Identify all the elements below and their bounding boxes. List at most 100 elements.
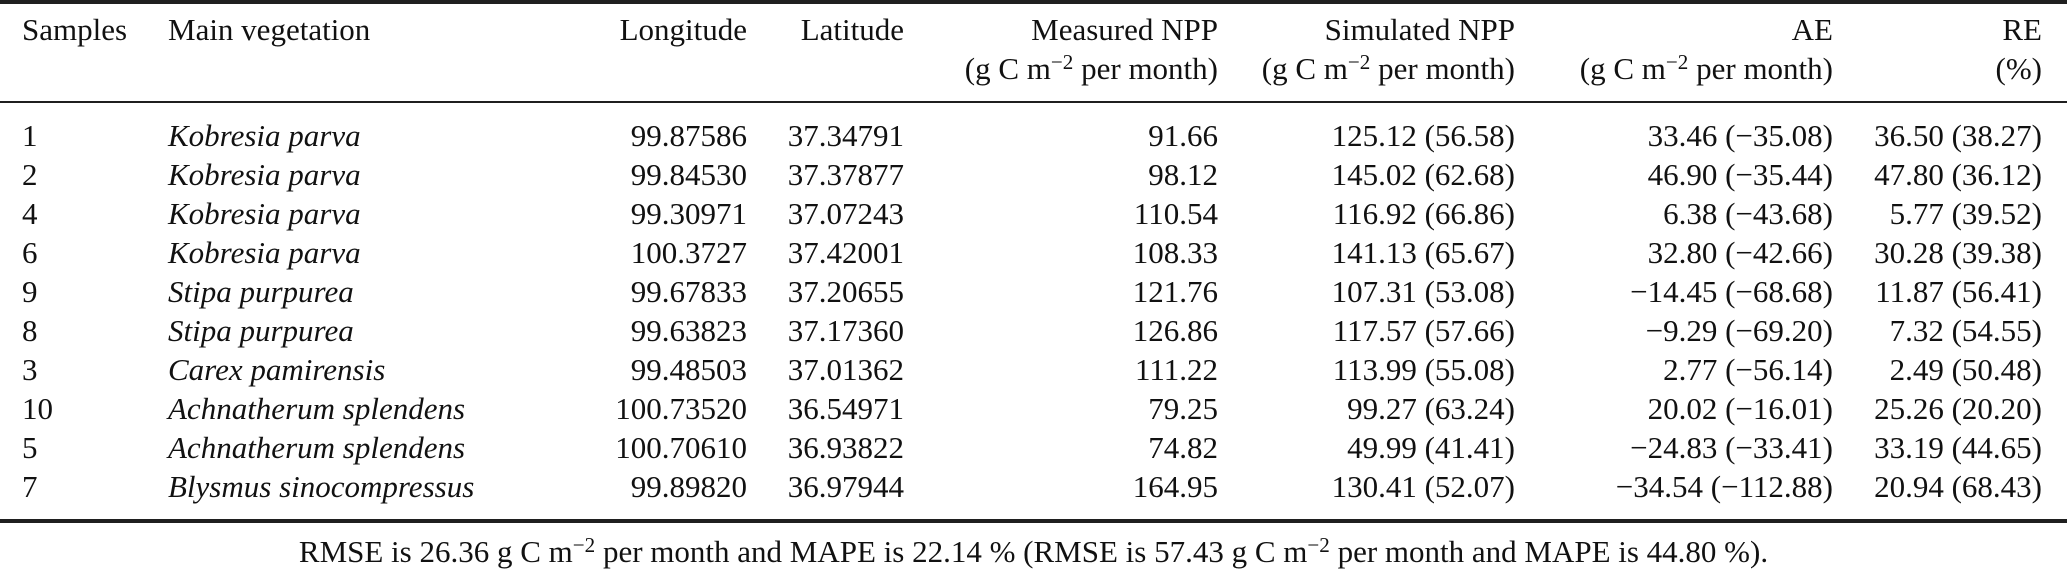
cell-longitude: 99.48503: [630, 352, 747, 387]
col-header-latitude-label: Latitude: [800, 12, 904, 47]
cell-simulated-npp: 116.92 (66.86): [1332, 196, 1515, 231]
cell-simulated-npp: 130.41 (52.07): [1331, 469, 1515, 504]
col-header-simulated-npp-units: (g C m−2 per month): [1261, 49, 1515, 86]
cell-sample: 7: [22, 469, 38, 504]
cell-latitude: 37.17360: [787, 313, 904, 348]
cell-sample: 3: [22, 352, 38, 387]
cell-longitude: 99.63823: [630, 313, 747, 348]
cell-simulated-npp: 117.57 (57.66): [1332, 313, 1515, 348]
cell-vegetation: Kobresia parva: [168, 196, 361, 231]
cell-ae: 33.46 (−35.08): [1647, 118, 1833, 153]
col-header-samples-label: Samples: [22, 12, 128, 47]
col-header-longitude-label: Longitude: [619, 12, 747, 47]
cell-simulated-npp: 145.02 (62.68): [1331, 157, 1515, 192]
header-row: Samples Main vegetation Longitude Latitu…: [0, 2, 2067, 103]
col-header-re-units: (%): [1995, 51, 2042, 86]
cell-longitude: 100.73520: [615, 391, 747, 426]
cell-sample: 2: [22, 157, 38, 192]
cell-ae: 46.90 (−35.44): [1647, 157, 1833, 192]
cell-longitude: 100.3727: [630, 235, 747, 270]
table-row: 2 Kobresia parva 99.84530 37.37877 98.12…: [0, 155, 2067, 194]
cell-longitude: 100.70610: [615, 430, 747, 465]
cell-latitude: 37.42001: [787, 235, 904, 270]
cell-vegetation: Kobresia parva: [168, 235, 361, 270]
cell-vegetation: Stipa purpurea: [168, 274, 354, 309]
cell-longitude: 99.89820: [630, 469, 747, 504]
cell-sample: 10: [22, 391, 53, 426]
cell-latitude: 36.93822: [787, 430, 904, 465]
cell-ae: 6.38 (−43.68): [1663, 196, 1833, 231]
table-row: 7 Blysmus sinocompressus 99.89820 36.979…: [0, 467, 2067, 521]
cell-re: 7.32 (54.55): [1889, 313, 2042, 348]
cell-vegetation: Carex pamirensis: [168, 352, 386, 387]
table-row: 4 Kobresia parva 99.30971 37.07243 110.5…: [0, 194, 2067, 233]
cell-re: 33.19 (44.65): [1874, 430, 2042, 465]
cell-vegetation: Stipa purpurea: [168, 313, 354, 348]
col-header-measured-npp: Measured NPP (g C m−2 per month): [904, 2, 1218, 103]
cell-simulated-npp: 125.12 (56.58): [1331, 118, 1515, 153]
cell-sample: 1: [22, 118, 38, 153]
cell-simulated-npp: 113.99 (55.08): [1332, 352, 1515, 387]
cell-re: 11.87 (56.41): [1875, 274, 2042, 309]
cell-measured-npp: 164.95: [1132, 469, 1218, 504]
cell-sample: 4: [22, 196, 38, 231]
cell-ae: −9.29 (−69.20): [1645, 313, 1833, 348]
table-row: 9 Stipa purpurea 99.67833 37.20655 121.7…: [0, 272, 2067, 311]
cell-simulated-npp: 107.31 (53.08): [1331, 274, 1515, 309]
cell-measured-npp: 74.82: [1148, 430, 1218, 465]
cell-sample: 6: [22, 235, 38, 270]
cell-longitude: 99.67833: [630, 274, 747, 309]
table-row: 8 Stipa purpurea 99.63823 37.17360 126.8…: [0, 311, 2067, 350]
cell-measured-npp: 110.54: [1133, 196, 1218, 231]
cell-simulated-npp: 49.99 (41.41): [1347, 430, 1515, 465]
cell-latitude: 37.07243: [787, 196, 904, 231]
col-header-latitude: Latitude: [747, 2, 904, 103]
cell-simulated-npp: 141.13 (65.67): [1331, 235, 1515, 270]
cell-latitude: 36.54971: [787, 391, 904, 426]
col-header-re: RE (%): [1833, 2, 2067, 103]
cell-re: 25.26 (20.20): [1874, 391, 2042, 426]
cell-re: 2.49 (50.48): [1889, 352, 2042, 387]
cell-measured-npp: 121.76: [1132, 274, 1218, 309]
cell-measured-npp: 108.33: [1132, 235, 1218, 270]
col-header-measured-npp-units: (g C m−2 per month): [964, 49, 1218, 86]
col-header-vegetation: Main vegetation: [168, 2, 588, 103]
col-header-simulated-npp-label: Simulated NPP: [1324, 12, 1515, 47]
cell-longitude: 99.30971: [630, 196, 747, 231]
cell-re: 47.80 (36.12): [1874, 157, 2042, 192]
cell-latitude: 37.20655: [787, 274, 904, 309]
cell-ae: 32.80 (−42.66): [1647, 235, 1833, 270]
col-header-longitude: Longitude: [588, 2, 747, 103]
cell-re: 20.94 (68.43): [1874, 469, 2042, 504]
cell-vegetation: Achnatherum splendens: [168, 391, 466, 426]
cell-re: 30.28 (39.38): [1874, 235, 2042, 270]
table-body: 1 Kobresia parva 99.87586 37.34791 91.66…: [0, 102, 2067, 521]
table-row: 1 Kobresia parva 99.87586 37.34791 91.66…: [0, 102, 2067, 155]
cell-longitude: 99.87586: [630, 118, 747, 153]
footer-note: RMSE is 26.36 g C m−2 per month and MAPE…: [0, 519, 2067, 574]
col-header-vegetation-label: Main vegetation: [168, 12, 371, 47]
cell-ae: 20.02 (−16.01): [1647, 391, 1833, 426]
cell-ae: −14.45 (−68.68): [1630, 274, 1833, 309]
cell-sample: 8: [22, 313, 38, 348]
cell-sample: 9: [22, 274, 38, 309]
table-header: Samples Main vegetation Longitude Latitu…: [0, 2, 2067, 103]
cell-re: 5.77 (39.52): [1889, 196, 2042, 231]
cell-latitude: 36.97944: [787, 469, 904, 504]
table-row: 5 Achnatherum splendens 100.70610 36.938…: [0, 428, 2067, 467]
table-footer: RMSE is 26.36 g C m−2 per month and MAPE…: [0, 519, 2067, 574]
table-row: 3 Carex pamirensis 99.48503 37.01362 111…: [0, 350, 2067, 389]
cell-ae: −34.54 (−112.88): [1615, 469, 1833, 504]
col-header-re-label: RE: [2002, 12, 2042, 47]
cell-latitude: 37.34791: [787, 118, 904, 153]
col-header-ae-label: AE: [1791, 12, 1833, 47]
cell-measured-npp: 91.66: [1148, 118, 1218, 153]
cell-latitude: 37.01362: [787, 352, 904, 387]
cell-measured-npp: 98.12: [1148, 157, 1218, 192]
footer-row: RMSE is 26.36 g C m−2 per month and MAPE…: [0, 519, 2067, 574]
cell-simulated-npp: 99.27 (63.24): [1347, 391, 1515, 426]
col-header-samples: Samples: [0, 2, 168, 103]
cell-latitude: 37.37877: [787, 157, 904, 192]
